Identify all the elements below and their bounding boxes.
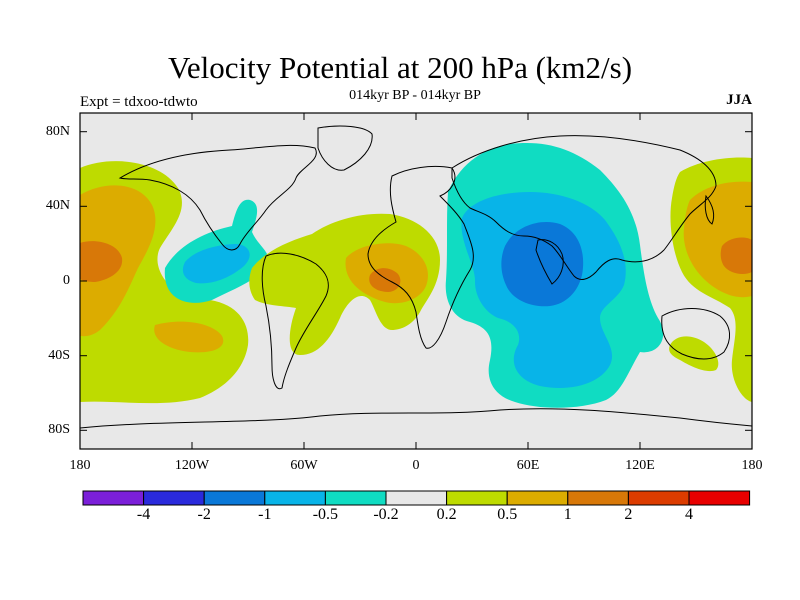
experiment-label: Expt = tdxoo-tdwto	[80, 94, 198, 110]
lon-label-60E: 60E	[516, 458, 540, 473]
colorbar-label: -4	[136, 506, 151, 523]
coast-antarctica	[80, 408, 752, 429]
lat-label-40S: 40S	[48, 348, 70, 363]
colorbar-label: -2	[197, 506, 211, 523]
coast-north-america	[118, 144, 317, 251]
coastlines	[80, 125, 752, 429]
colorbar-label: -0.5	[312, 506, 339, 523]
colorbar-label: 2	[624, 506, 633, 523]
lon-label-180-right: 180	[741, 458, 763, 473]
coast-asia	[451, 135, 717, 280]
contour-positive-1-atlantic	[369, 268, 401, 292]
lon-label-60W: 60W	[290, 458, 318, 473]
contour-negative-0.5-east-pacific	[182, 244, 250, 284]
contour-fields	[80, 125, 752, 429]
lon-label-120W: 120W	[174, 458, 210, 473]
colorbar-box-2	[143, 490, 205, 506]
colorbar-box-7	[446, 490, 508, 506]
colorbar-box-5	[324, 490, 387, 506]
colorbar-box-6	[385, 490, 448, 506]
lat-label-40N: 40N	[45, 198, 70, 213]
contour-positive-0.2-south-west-pacific	[669, 336, 719, 372]
colorbar-box-4	[264, 490, 326, 506]
contour-positive-0.5-south-pacific	[154, 321, 224, 353]
colorbar-label: 1	[563, 506, 572, 523]
coast-greenland	[317, 125, 373, 171]
coast-south-america	[261, 252, 329, 390]
colorbar-label: -1	[258, 506, 272, 523]
season-label: JJA	[726, 92, 752, 108]
lon-label-0: 0	[412, 458, 420, 473]
colorbar-box-10	[627, 490, 690, 506]
contour-negative-1-indian-ocean	[501, 222, 584, 307]
coast-australia	[661, 308, 730, 360]
colorbar-label: 0.2	[436, 506, 457, 523]
coast-japan	[704, 194, 715, 225]
lon-label-120E: 120E	[625, 458, 655, 473]
colorbar	[82, 490, 751, 506]
period-subtitle: 014kyr BP - 014kyr BP	[349, 88, 481, 103]
colorbar-box-3	[203, 490, 266, 506]
colorbar-box-9	[567, 490, 629, 506]
axis-ticks	[80, 113, 752, 449]
colorbar-box-1	[82, 490, 145, 506]
contour-positive-1-west-pacific	[720, 237, 752, 274]
map-title: Velocity Potential at 200 hPa (km2/s)	[167, 50, 633, 85]
lat-label-0: 0	[63, 273, 70, 288]
colorbar-label: -0.2	[373, 506, 399, 523]
colorbar-box-8	[506, 490, 569, 506]
lon-label-180-left: 180	[69, 458, 91, 473]
coast-europe-africa	[367, 165, 474, 349]
contour-positive-1-central-pacific	[80, 241, 123, 282]
lat-label-80S: 80S	[48, 422, 70, 437]
colorbar-label: 4	[685, 506, 693, 523]
colorbar-label: 0.5	[497, 506, 518, 523]
coast-india	[535, 239, 564, 285]
lat-label-80N: 80N	[45, 124, 70, 139]
colorbar-box-11	[688, 490, 751, 506]
